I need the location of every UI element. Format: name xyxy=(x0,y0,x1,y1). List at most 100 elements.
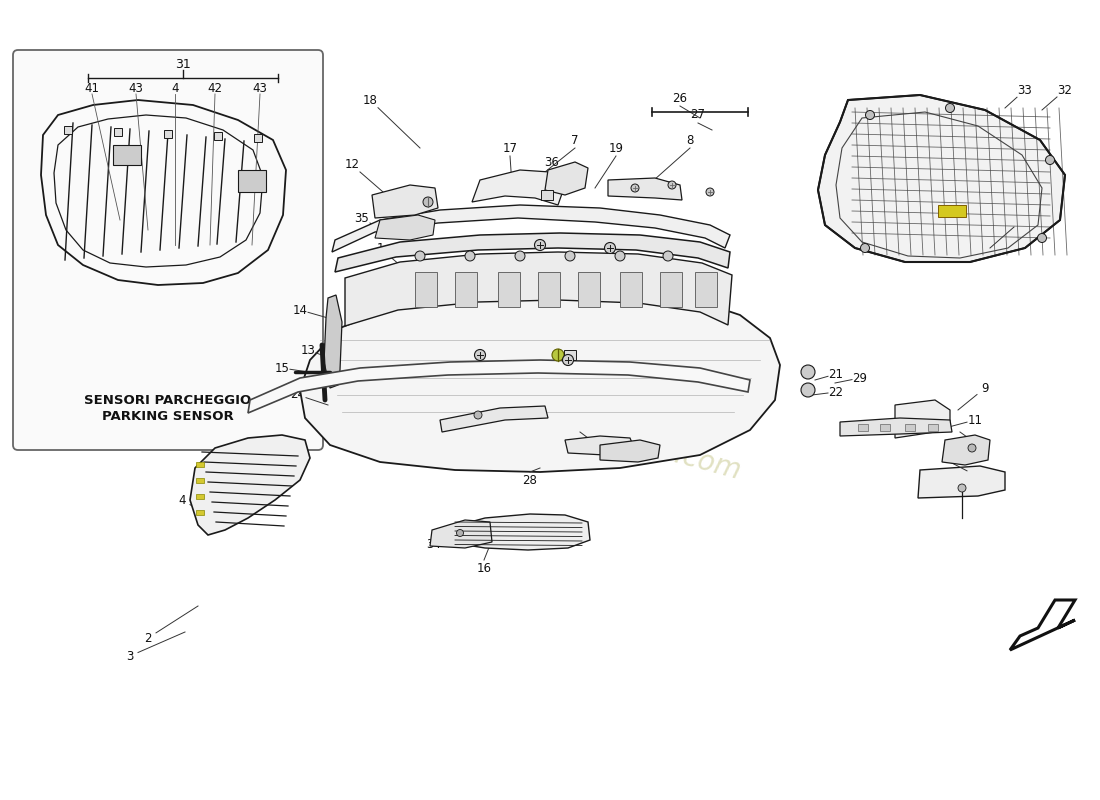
Text: 9: 9 xyxy=(981,382,989,394)
Circle shape xyxy=(866,110,874,119)
Polygon shape xyxy=(448,514,590,550)
Circle shape xyxy=(474,411,482,419)
Text: 42: 42 xyxy=(208,82,222,94)
Circle shape xyxy=(663,251,673,261)
Polygon shape xyxy=(942,435,990,465)
Text: 16: 16 xyxy=(476,562,492,574)
Bar xyxy=(620,272,642,307)
Polygon shape xyxy=(608,178,682,200)
Circle shape xyxy=(1045,155,1055,165)
Text: 29: 29 xyxy=(852,371,868,385)
Polygon shape xyxy=(372,185,438,218)
Polygon shape xyxy=(565,436,635,455)
Text: 32: 32 xyxy=(1057,83,1072,97)
Circle shape xyxy=(968,444,976,452)
Circle shape xyxy=(415,251,425,261)
Polygon shape xyxy=(600,440,660,462)
Polygon shape xyxy=(430,520,492,548)
Bar xyxy=(196,462,204,467)
Circle shape xyxy=(515,251,525,261)
Circle shape xyxy=(605,242,616,254)
Bar xyxy=(858,424,868,431)
Polygon shape xyxy=(336,233,730,272)
Circle shape xyxy=(801,383,815,397)
Text: 22: 22 xyxy=(828,386,844,398)
Polygon shape xyxy=(544,162,588,195)
Bar xyxy=(254,134,262,142)
Bar xyxy=(578,272,600,307)
Text: 41: 41 xyxy=(85,82,99,94)
Circle shape xyxy=(615,251,625,261)
Circle shape xyxy=(1037,234,1046,242)
Polygon shape xyxy=(345,252,732,326)
Circle shape xyxy=(535,239,546,250)
Text: 28: 28 xyxy=(522,474,538,486)
Text: 25: 25 xyxy=(601,446,615,458)
Polygon shape xyxy=(332,205,730,252)
Circle shape xyxy=(860,243,869,253)
Text: 23: 23 xyxy=(968,469,982,482)
Polygon shape xyxy=(375,215,434,240)
Bar xyxy=(238,170,266,192)
Bar xyxy=(880,424,890,431)
Text: 15: 15 xyxy=(275,362,289,374)
Text: 24: 24 xyxy=(290,389,306,402)
Bar xyxy=(695,272,717,307)
Circle shape xyxy=(465,251,475,261)
Text: 8: 8 xyxy=(686,134,694,146)
Text: 14: 14 xyxy=(293,303,308,317)
Circle shape xyxy=(706,188,714,196)
Bar xyxy=(660,272,682,307)
Bar xyxy=(415,272,437,307)
Bar xyxy=(164,130,172,138)
Bar xyxy=(498,272,520,307)
Polygon shape xyxy=(324,295,342,388)
Bar xyxy=(538,272,560,307)
Bar xyxy=(196,510,204,515)
Circle shape xyxy=(801,365,815,379)
Bar xyxy=(455,272,477,307)
Text: 18: 18 xyxy=(363,94,377,106)
Polygon shape xyxy=(472,170,565,205)
Polygon shape xyxy=(248,360,750,413)
Polygon shape xyxy=(300,290,780,472)
Circle shape xyxy=(474,350,485,361)
Polygon shape xyxy=(895,400,950,438)
Text: SENSORI PARCHEGGIO: SENSORI PARCHEGGIO xyxy=(85,394,252,406)
Text: 3: 3 xyxy=(126,650,134,662)
Text: 27: 27 xyxy=(691,109,705,122)
Polygon shape xyxy=(440,406,548,432)
Polygon shape xyxy=(190,435,310,535)
Text: 30: 30 xyxy=(1014,214,1030,226)
Text: 19: 19 xyxy=(608,142,624,154)
Text: 26: 26 xyxy=(672,91,688,105)
Text: 4: 4 xyxy=(178,494,186,506)
Circle shape xyxy=(668,181,676,189)
Text: 35: 35 xyxy=(354,211,370,225)
Bar xyxy=(64,126,72,134)
Text: PARKING SENSOR: PARKING SENSOR xyxy=(102,410,234,423)
Text: 43: 43 xyxy=(253,82,267,94)
Text: 17: 17 xyxy=(503,142,517,154)
Circle shape xyxy=(562,354,573,366)
Circle shape xyxy=(424,197,433,207)
Text: 5: 5 xyxy=(592,438,600,450)
Text: 10: 10 xyxy=(459,426,473,438)
Text: a partsforeuropeancars.com: a partsforeuropeancars.com xyxy=(356,355,744,485)
Bar xyxy=(564,350,576,360)
Polygon shape xyxy=(818,95,1065,262)
Circle shape xyxy=(552,349,564,361)
Text: 36: 36 xyxy=(544,155,560,169)
Bar xyxy=(541,190,553,200)
Polygon shape xyxy=(840,418,952,436)
Text: 21: 21 xyxy=(828,367,844,381)
Bar xyxy=(196,494,204,499)
Text: 12: 12 xyxy=(344,158,360,171)
Bar xyxy=(114,128,122,136)
Text: 2: 2 xyxy=(144,631,152,645)
Text: 31: 31 xyxy=(175,58,191,71)
Bar xyxy=(113,145,141,165)
Text: 33: 33 xyxy=(1018,83,1033,97)
Circle shape xyxy=(958,484,966,492)
Text: 7: 7 xyxy=(571,134,579,146)
